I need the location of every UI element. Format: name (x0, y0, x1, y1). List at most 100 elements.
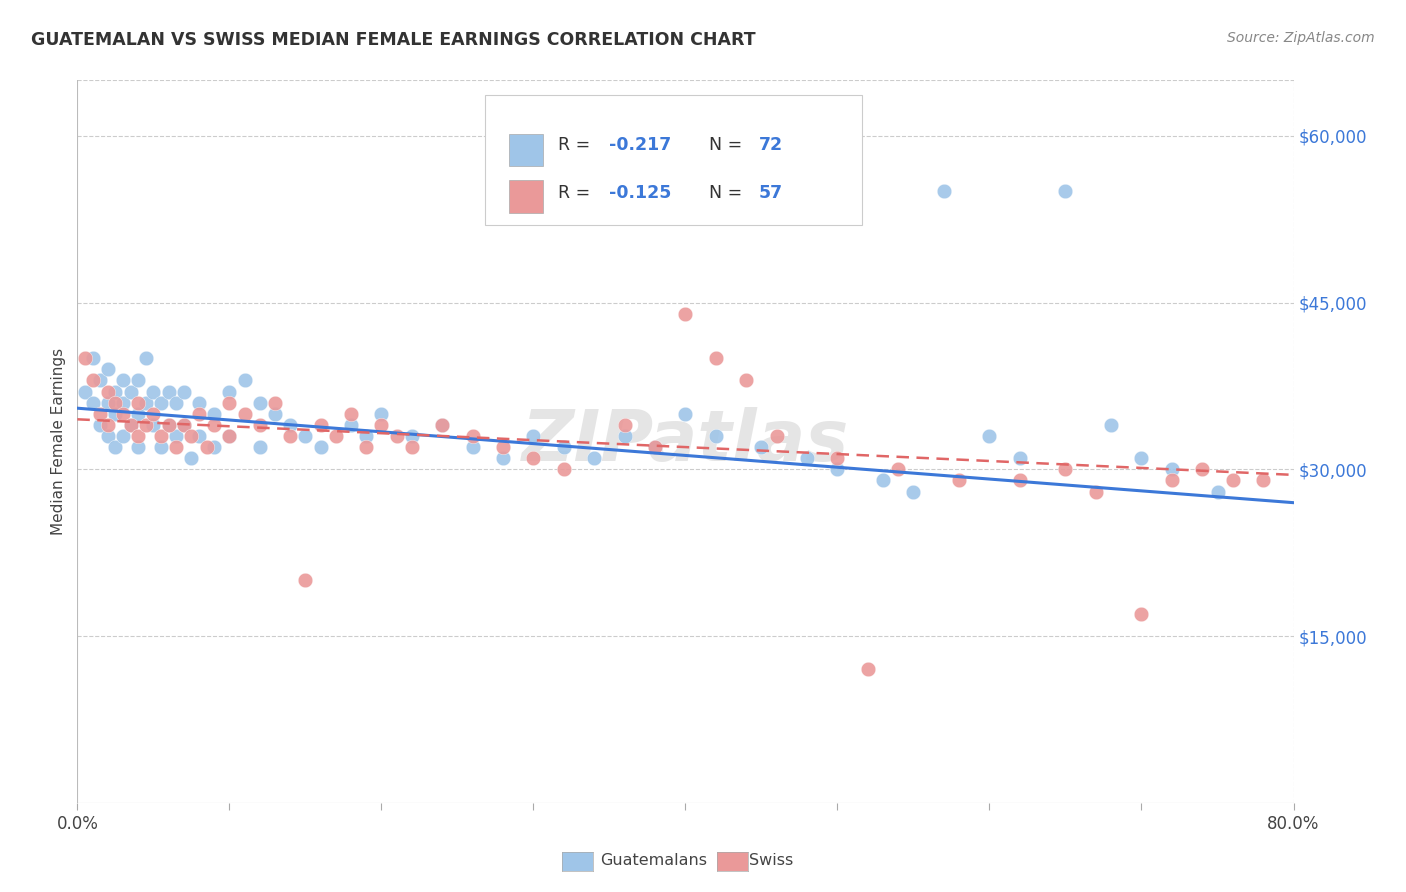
Point (644, 440, 666, 454)
Point (120, 417, 142, 432)
Text: Guatemalans: Guatemalans (600, 854, 707, 868)
Point (1099, 417, 1122, 432)
Text: R =: R = (558, 136, 596, 154)
Point (97, 362, 120, 376)
Point (1191, 462, 1213, 476)
Point (553, 440, 575, 454)
Point (613, 429, 636, 443)
Point (111, 429, 134, 443)
Point (856, 662, 879, 676)
Point (157, 417, 180, 432)
Point (173, 417, 195, 432)
Point (401, 440, 423, 454)
Point (309, 417, 332, 432)
Point (887, 462, 910, 476)
Point (135, 395, 157, 409)
FancyBboxPatch shape (485, 95, 862, 225)
Point (1084, 484, 1107, 499)
Point (149, 440, 172, 454)
Point (492, 451, 515, 466)
Point (354, 429, 377, 443)
Point (165, 395, 187, 409)
Point (97, 395, 120, 409)
Point (104, 407, 127, 421)
Point (430, 417, 453, 432)
Point (401, 429, 423, 443)
Point (73, 351, 96, 366)
Point (127, 429, 149, 443)
Point (149, 395, 172, 409)
Text: N =: N = (697, 136, 748, 154)
Point (195, 440, 218, 454)
Point (264, 407, 287, 421)
Point (135, 417, 157, 432)
Text: -0.217: -0.217 (609, 136, 671, 154)
Point (932, 185, 955, 199)
Point (73, 384, 96, 399)
Point (142, 407, 165, 421)
Point (82, 395, 104, 409)
Point (1054, 462, 1077, 476)
Point (340, 407, 363, 421)
Point (278, 417, 301, 432)
Point (188, 429, 211, 443)
Point (553, 462, 575, 476)
Point (97, 384, 120, 399)
Point (135, 351, 157, 366)
Point (104, 395, 127, 409)
Point (309, 440, 332, 454)
Point (188, 407, 211, 421)
Point (249, 440, 271, 454)
Point (104, 440, 127, 454)
Point (149, 429, 172, 443)
Point (1222, 474, 1244, 488)
Point (173, 384, 195, 399)
Point (202, 417, 225, 432)
Point (249, 395, 271, 409)
Point (89, 417, 111, 432)
Point (644, 440, 666, 454)
Point (1206, 484, 1229, 499)
Point (249, 417, 271, 432)
Point (294, 574, 316, 588)
Point (492, 440, 515, 454)
Point (751, 440, 773, 454)
Point (827, 462, 849, 476)
Point (522, 429, 544, 443)
Point (127, 395, 149, 409)
Point (1251, 474, 1274, 488)
Text: N =: N = (697, 184, 748, 202)
Point (127, 407, 149, 421)
FancyBboxPatch shape (509, 134, 543, 166)
Point (104, 384, 127, 399)
Point (385, 429, 408, 443)
Point (89, 407, 111, 421)
Point (735, 373, 758, 387)
Point (127, 440, 149, 454)
Text: Swiss: Swiss (749, 854, 793, 868)
Point (264, 395, 287, 409)
Point (111, 395, 134, 409)
Point (1161, 462, 1184, 476)
Point (613, 417, 636, 432)
Point (370, 407, 392, 421)
Point (278, 429, 301, 443)
Text: R =: R = (558, 184, 596, 202)
Point (903, 484, 925, 499)
Text: 72: 72 (758, 136, 783, 154)
Point (1054, 185, 1077, 199)
Point (180, 429, 202, 443)
Point (127, 373, 149, 387)
Point (142, 417, 165, 432)
Point (872, 474, 894, 488)
Point (704, 351, 727, 366)
Point (157, 417, 180, 432)
Text: ZIPatlas: ZIPatlas (522, 407, 849, 476)
Point (796, 451, 818, 466)
Point (157, 384, 180, 399)
Point (522, 451, 544, 466)
Point (218, 429, 240, 443)
Point (97, 429, 120, 443)
Point (461, 440, 484, 454)
Point (218, 384, 240, 399)
